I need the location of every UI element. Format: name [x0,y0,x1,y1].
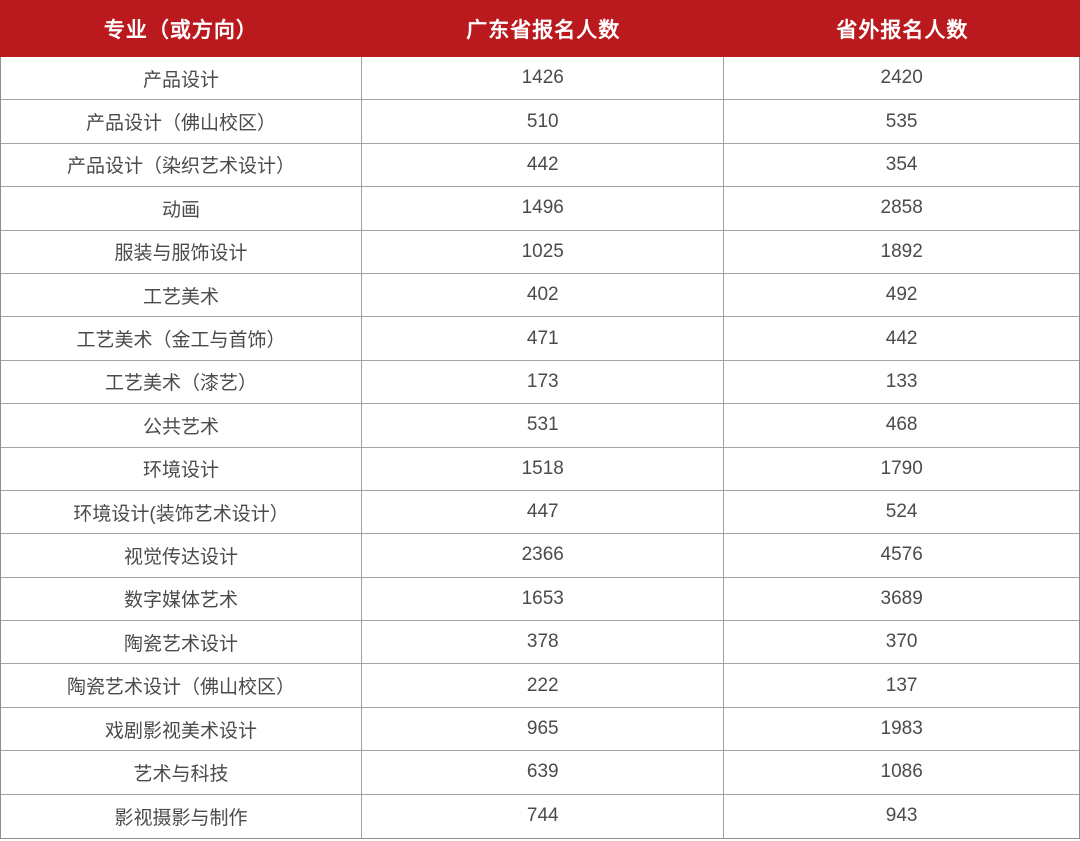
guangdong-count-cell: 447 [362,490,725,534]
outside-count-cell: 524 [885,501,918,523]
table-row: 视觉传达设计 2366 4576 [1,534,1079,578]
guangdong-count-cell: 531 [362,404,725,447]
col-header-outside-count: 省外报名人数 [836,18,969,42]
table-row: 工艺美术 402 492 [1,273,1079,318]
major-cell: 陶瓷艺术设计（佛山校区） [1,664,363,707]
table-row: 产品设计（佛山校区） 510 535 [1,100,1079,144]
guangdong-count-cell: 471 [362,317,725,360]
outside-count-cell: 3689 [880,587,923,609]
table-row: 环境设计 1518 1790 [1,447,1079,491]
outside-count-cell: 1983 [880,718,923,740]
major-cell: 环境设计 [1,447,363,490]
guangdong-count-cell: 442 [362,143,725,187]
outside-count-cell: 2858 [880,197,923,219]
guangdong-count-cell: 744 [362,794,725,839]
major-cell: 视觉传达设计 [1,534,363,577]
outside-count-cell: 137 [885,674,918,696]
table-row: 陶瓷艺术设计 378 370 [1,621,1079,665]
col-header-guangdong-count: 广东省报名人数 [466,18,621,42]
table-row: 产品设计（染织艺术设计） 442 354 [1,143,1079,188]
table-row: 环境设计(装饰艺术设计） 447 524 [1,490,1079,535]
table-body: 产品设计 1426 2420 产品设计（佛山校区） 510 535 产品设计（染… [0,57,1080,840]
outside-count-cell: 1086 [880,761,923,783]
major-cell: 工艺美术 [1,273,363,317]
guangdong-count-cell: 2366 [362,534,725,577]
outside-count-cell: 2420 [880,67,923,89]
major-cell: 陶瓷艺术设计 [1,621,363,664]
guangdong-count-cell: 965 [362,707,725,751]
outside-count-cell: 492 [885,284,918,306]
table-row: 戏剧影视美术设计 965 1983 [1,707,1079,752]
table-row: 公共艺术 531 468 [1,404,1079,448]
major-cell: 工艺美术（漆艺） [1,360,363,404]
major-cell: 工艺美术（金工与首饰） [1,317,363,360]
guangdong-count-cell: 222 [362,664,725,707]
table-row: 工艺美术（金工与首饰） 471 442 [1,317,1079,361]
outside-count-cell: 1892 [880,240,923,262]
table-row: 数字媒体艺术 1653 3689 [1,577,1079,622]
guangdong-count-cell: 639 [362,751,725,794]
col-header-major: 专业（或方向） [103,18,258,42]
major-cell: 环境设计(装饰艺术设计） [1,490,363,534]
major-cell: 动画 [1,187,363,230]
guangdong-count-cell: 1653 [362,577,725,621]
table-row: 艺术与科技 639 1086 [1,751,1079,795]
major-cell: 产品设计（染织艺术设计） [1,143,363,187]
table-header-row: 专业（或方向） 广东省报名人数 省外报名人数 [0,0,1080,57]
outside-count-cell: 354 [885,153,918,175]
major-cell: 艺术与科技 [1,751,363,794]
outside-count-cell: 535 [885,110,918,132]
guangdong-count-cell: 1496 [362,187,725,230]
table-row: 产品设计 1426 2420 [1,57,1079,101]
outside-count-cell: 370 [885,631,918,653]
major-cell: 数字媒体艺术 [1,577,363,621]
outside-count-cell: 943 [885,805,918,827]
table-row: 动画 1496 2858 [1,187,1079,231]
guangdong-count-cell: 1518 [362,447,725,490]
major-cell: 戏剧影视美术设计 [1,707,363,751]
outside-count-cell: 1790 [880,457,923,479]
outside-count-cell: 442 [885,327,918,349]
table-row: 工艺美术（漆艺） 173 133 [1,360,1079,405]
guangdong-count-cell: 1426 [362,57,725,100]
table-row: 陶瓷艺术设计（佛山校区） 222 137 [1,664,1079,708]
major-cell: 产品设计（佛山校区） [1,100,363,143]
major-cell: 产品设计 [1,57,363,100]
major-cell: 公共艺术 [1,404,363,447]
guangdong-count-cell: 378 [362,621,725,664]
outside-count-cell: 133 [885,370,918,392]
guangdong-count-cell: 510 [362,100,725,143]
outside-count-cell: 4576 [880,544,923,566]
guangdong-count-cell: 1025 [362,230,725,273]
guangdong-count-cell: 402 [362,273,725,317]
guangdong-count-cell: 173 [362,360,725,404]
major-cell: 影视摄影与制作 [1,794,363,839]
major-cell: 服装与服饰设计 [1,230,363,273]
table-row: 影视摄影与制作 744 943 [1,794,1079,839]
outside-count-cell: 468 [885,414,918,436]
table-row: 服装与服饰设计 1025 1892 [1,230,1079,274]
